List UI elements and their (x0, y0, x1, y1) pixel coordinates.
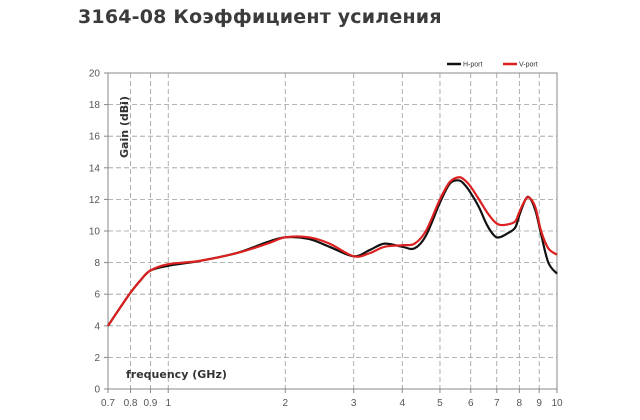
y-tick-label: 8 (94, 258, 100, 269)
x-tick-label: 10 (551, 398, 563, 409)
legend-label-h-port: H-port (463, 62, 483, 69)
y-tick-label: 14 (89, 163, 101, 174)
x-tick-label: 4 (400, 398, 406, 409)
series-line-h-port (107, 179, 558, 327)
x-tick-label: 0.9 (143, 398, 157, 409)
y-tick-label: 16 (89, 132, 101, 143)
y-tick-label: 4 (94, 321, 100, 332)
y-tick-label: 20 (89, 69, 101, 80)
y-tick-label: 0 (94, 385, 100, 396)
x-tick-label: 0.7 (101, 398, 115, 409)
legend-label-v-port: V-port (519, 62, 538, 69)
x-tick-label: 9 (536, 398, 542, 409)
x-axis-label: frequency (GHz) (126, 368, 227, 381)
y-tick-label: 12 (89, 195, 101, 206)
y-tick-label: 10 (89, 227, 101, 238)
y-axis-label: Gain (dBi) (118, 96, 131, 158)
x-tick-label: 0.8 (124, 398, 138, 409)
grid (108, 73, 557, 389)
x-tick-label: 6 (468, 398, 474, 409)
y-tick-label: 18 (89, 100, 101, 111)
y-tick-label: 6 (94, 290, 100, 301)
x-tick-label: 8 (517, 398, 523, 409)
x-tick-label: 5 (437, 398, 443, 409)
x-tick-label: 7 (494, 398, 500, 409)
x-tick-label: 1 (165, 398, 171, 409)
series (107, 176, 558, 327)
series-line-v-port (107, 176, 558, 327)
x-tick-label: 2 (282, 398, 288, 409)
page-title: 3164-08 Коэффициент усиления (78, 6, 442, 28)
y-tick-label: 2 (94, 353, 100, 364)
x-tick-label: 3 (351, 398, 357, 409)
legend: H-port V-port (447, 62, 538, 69)
